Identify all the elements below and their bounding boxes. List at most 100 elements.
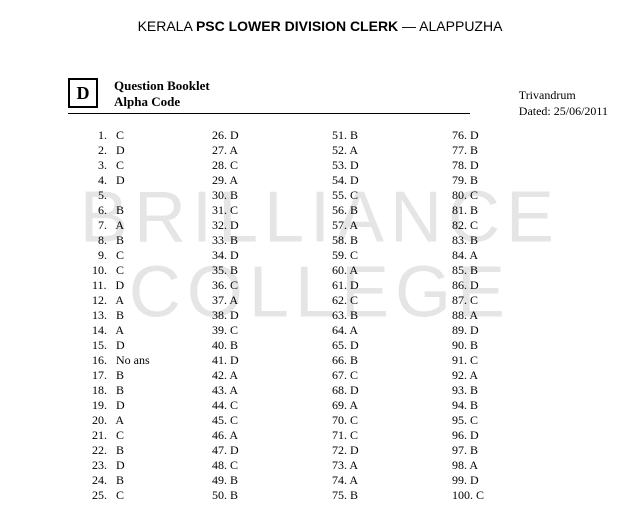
- answer-row: 68. D: [332, 383, 452, 398]
- answer-row: 33. B: [212, 233, 332, 248]
- answer-row: 26. D: [212, 128, 332, 143]
- answer-row: 37. A: [212, 293, 332, 308]
- answer-row: 1. C: [92, 128, 212, 143]
- answer-row: 78. D: [452, 158, 572, 173]
- title-prefix: KERALA: [138, 18, 196, 34]
- answer-row: 66. B: [332, 353, 452, 368]
- answer-row: 62. C: [332, 293, 452, 308]
- answer-row: 64. A: [332, 323, 452, 338]
- answer-row: 58. B: [332, 233, 452, 248]
- answer-row: 23. D: [92, 458, 212, 473]
- answer-row: 93. B: [452, 383, 572, 398]
- answer-row: 20. A: [92, 413, 212, 428]
- answer-row: 98. A: [452, 458, 572, 473]
- answer-row: 18. B: [92, 383, 212, 398]
- answer-row: 28. C: [212, 158, 332, 173]
- answer-grid: 1. C 2. D 3. C 4. D 5. 6. B 7. A 8. B 9.…: [0, 114, 640, 503]
- answer-row: 72. D: [332, 443, 452, 458]
- title-suffix: — ALAPPUZHA: [398, 18, 502, 34]
- answer-row: 87. C: [452, 293, 572, 308]
- answer-row: 40. B: [212, 338, 332, 353]
- answer-row: 25. C: [92, 488, 212, 503]
- answer-row: 60. A: [332, 263, 452, 278]
- answer-row: 91. C: [452, 353, 572, 368]
- answer-row: 15. D: [92, 338, 212, 353]
- answer-row: 86. D: [452, 278, 572, 293]
- answer-row: 76. D: [452, 128, 572, 143]
- answer-col-1: 1. C 2. D 3. C 4. D 5. 6. B 7. A 8. B 9.…: [92, 128, 212, 503]
- answer-row: 63. B: [332, 308, 452, 323]
- answer-row: 6. B: [92, 203, 212, 218]
- answer-row: 12. A: [92, 293, 212, 308]
- answer-col-4: 76. D77. B78. D79. B80. C81. B82. C83. B…: [452, 128, 572, 503]
- answer-row: 29. A: [212, 173, 332, 188]
- header-row: D Question Booklet Alpha Code Trivandrum…: [68, 78, 608, 111]
- answer-row: 5.: [92, 188, 212, 203]
- answer-row: 47. D: [212, 443, 332, 458]
- answer-row: 46. A: [212, 428, 332, 443]
- title-bold: PSC LOWER DIVISION CLERK: [196, 18, 398, 34]
- answer-row: 75. B: [332, 488, 452, 503]
- page-title: KERALA PSC LOWER DIVISION CLERK — ALAPPU…: [0, 0, 640, 34]
- answer-row: 85. B: [452, 263, 572, 278]
- answer-row: 56. B: [332, 203, 452, 218]
- answer-row: 11. D: [92, 278, 212, 293]
- booklet-label: Question Booklet Alpha Code: [114, 78, 210, 111]
- answer-row: 45. C: [212, 413, 332, 428]
- answer-row: 92. A: [452, 368, 572, 383]
- answer-row: 83. B: [452, 233, 572, 248]
- answer-row: 97. B: [452, 443, 572, 458]
- answer-row: 80. C: [452, 188, 572, 203]
- answer-row: 71. C: [332, 428, 452, 443]
- alpha-code-letter: D: [77, 83, 90, 104]
- answer-row: 65. D: [332, 338, 452, 353]
- answer-row: 2. D: [92, 143, 212, 158]
- answer-row: 16. No ans: [92, 353, 212, 368]
- answer-row: 52. A: [332, 143, 452, 158]
- answer-row: 34. D: [212, 248, 332, 263]
- answer-row: 49. B: [212, 473, 332, 488]
- answer-row: 42. A: [212, 368, 332, 383]
- answer-row: 99. D: [452, 473, 572, 488]
- answer-row: 61. D: [332, 278, 452, 293]
- answer-row: 4. D: [92, 173, 212, 188]
- answer-row: 27. A: [212, 143, 332, 158]
- answer-row: 59. C: [332, 248, 452, 263]
- answer-row: 10. C: [92, 263, 212, 278]
- answer-row: 24. B: [92, 473, 212, 488]
- answer-row: 22. B: [92, 443, 212, 458]
- answer-row: 69. A: [332, 398, 452, 413]
- answer-row: 17. B: [92, 368, 212, 383]
- answer-row: 14. A: [92, 323, 212, 338]
- answer-row: 38. D: [212, 308, 332, 323]
- answer-row: 89. D: [452, 323, 572, 338]
- answer-row: 81. B: [452, 203, 572, 218]
- alpha-code-box: D: [68, 78, 98, 108]
- answer-row: 79. B: [452, 173, 572, 188]
- answer-row: 7. A: [92, 218, 212, 233]
- answer-row: 51. B: [332, 128, 452, 143]
- answer-row: 43. A: [212, 383, 332, 398]
- answer-col-2: 26. D27. A28. C29. A30. B31. C32. D33. B…: [212, 128, 332, 503]
- answer-row: 41. D: [212, 353, 332, 368]
- answer-row: 77. B: [452, 143, 572, 158]
- answer-row: 95. C: [452, 413, 572, 428]
- answer-row: 94. B: [452, 398, 572, 413]
- answer-row: 57. A: [332, 218, 452, 233]
- answer-row: 82. C: [452, 218, 572, 233]
- answer-row: 30. B: [212, 188, 332, 203]
- answer-row: 21. C: [92, 428, 212, 443]
- answer-row: 70. C: [332, 413, 452, 428]
- answer-row: 32. D: [212, 218, 332, 233]
- answer-row: 19. D: [92, 398, 212, 413]
- answer-row: 3. C: [92, 158, 212, 173]
- answer-row: 50. B: [212, 488, 332, 503]
- answer-row: 36. C: [212, 278, 332, 293]
- answer-row: 84. A: [452, 248, 572, 263]
- meta-place: Trivandrum: [519, 88, 608, 104]
- booklet-line1: Question Booklet: [114, 78, 210, 94]
- answer-row: 54. D: [332, 173, 452, 188]
- booklet-line2: Alpha Code: [114, 94, 210, 110]
- answer-row: 53. D: [332, 158, 452, 173]
- answer-row: 48. C: [212, 458, 332, 473]
